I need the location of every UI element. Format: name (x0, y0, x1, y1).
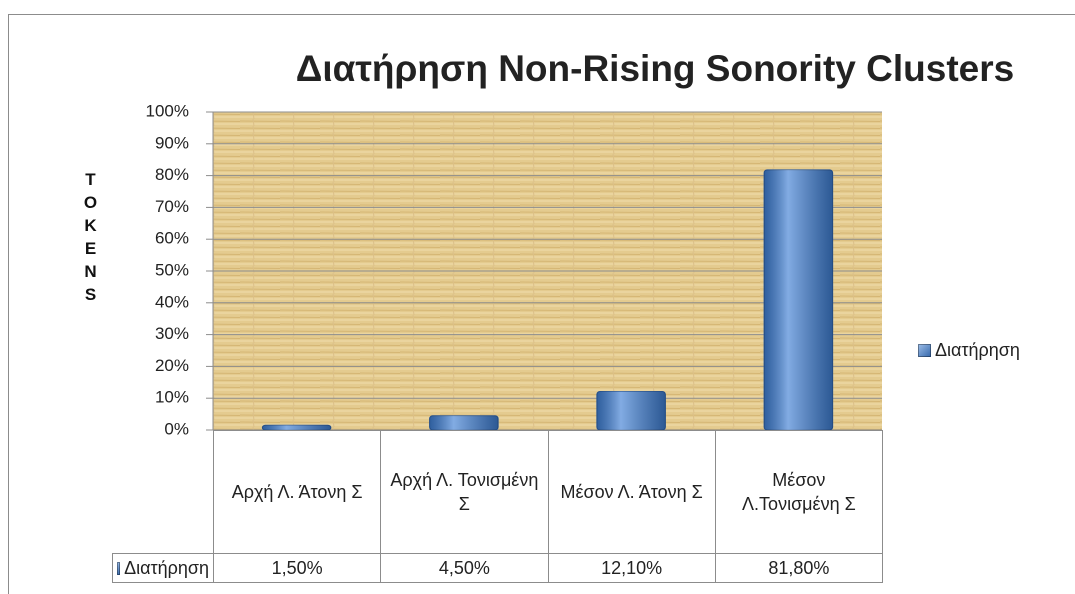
chart-title: Διατήρηση Non-Rising Sonority Clusters (295, 48, 1015, 89)
data-label: 81,80% (714, 553, 883, 583)
x-tick-label: Μέσον Λ.Τονισμένη Σ (714, 430, 883, 554)
series-name: Διατήρηση (124, 558, 209, 578)
table-series-label: Διατήρηση (112, 553, 214, 583)
legend-label: Διατήρηση (935, 340, 1020, 360)
data-label: 12,10% (547, 553, 716, 583)
chart-frame (8, 14, 1075, 594)
y-tick-label: 60% (155, 229, 189, 248)
bar (763, 169, 834, 431)
y-tick-label: 100% (146, 101, 189, 120)
x-tick-label: Αρχή Λ. Άτονη Σ (213, 430, 382, 554)
y-tick-label: 70% (155, 197, 189, 216)
legend-key (117, 561, 121, 575)
bar (596, 391, 666, 431)
bar (429, 415, 499, 431)
y-axis-label: TOKENS (81, 170, 100, 308)
data-label: 4,50% (380, 553, 549, 583)
y-tick-label: 90% (155, 133, 189, 152)
legend: Διατήρηση (918, 340, 1020, 361)
y-tick-label: 30% (155, 324, 189, 343)
legend-key (918, 344, 931, 357)
y-tick-label: 10% (155, 388, 189, 407)
x-tick-label: Μέσον Λ. Άτονη Σ (547, 430, 716, 554)
x-tick-label: Αρχή Λ. Τονισμένη Σ (380, 430, 549, 554)
y-tick-label: 40% (155, 292, 189, 311)
y-tick-label: 80% (155, 165, 189, 184)
y-tick-label: 0% (164, 419, 189, 438)
y-tick-label: 50% (155, 260, 189, 279)
y-tick-label: 20% (155, 356, 189, 375)
data-label: 1,50% (213, 553, 382, 583)
